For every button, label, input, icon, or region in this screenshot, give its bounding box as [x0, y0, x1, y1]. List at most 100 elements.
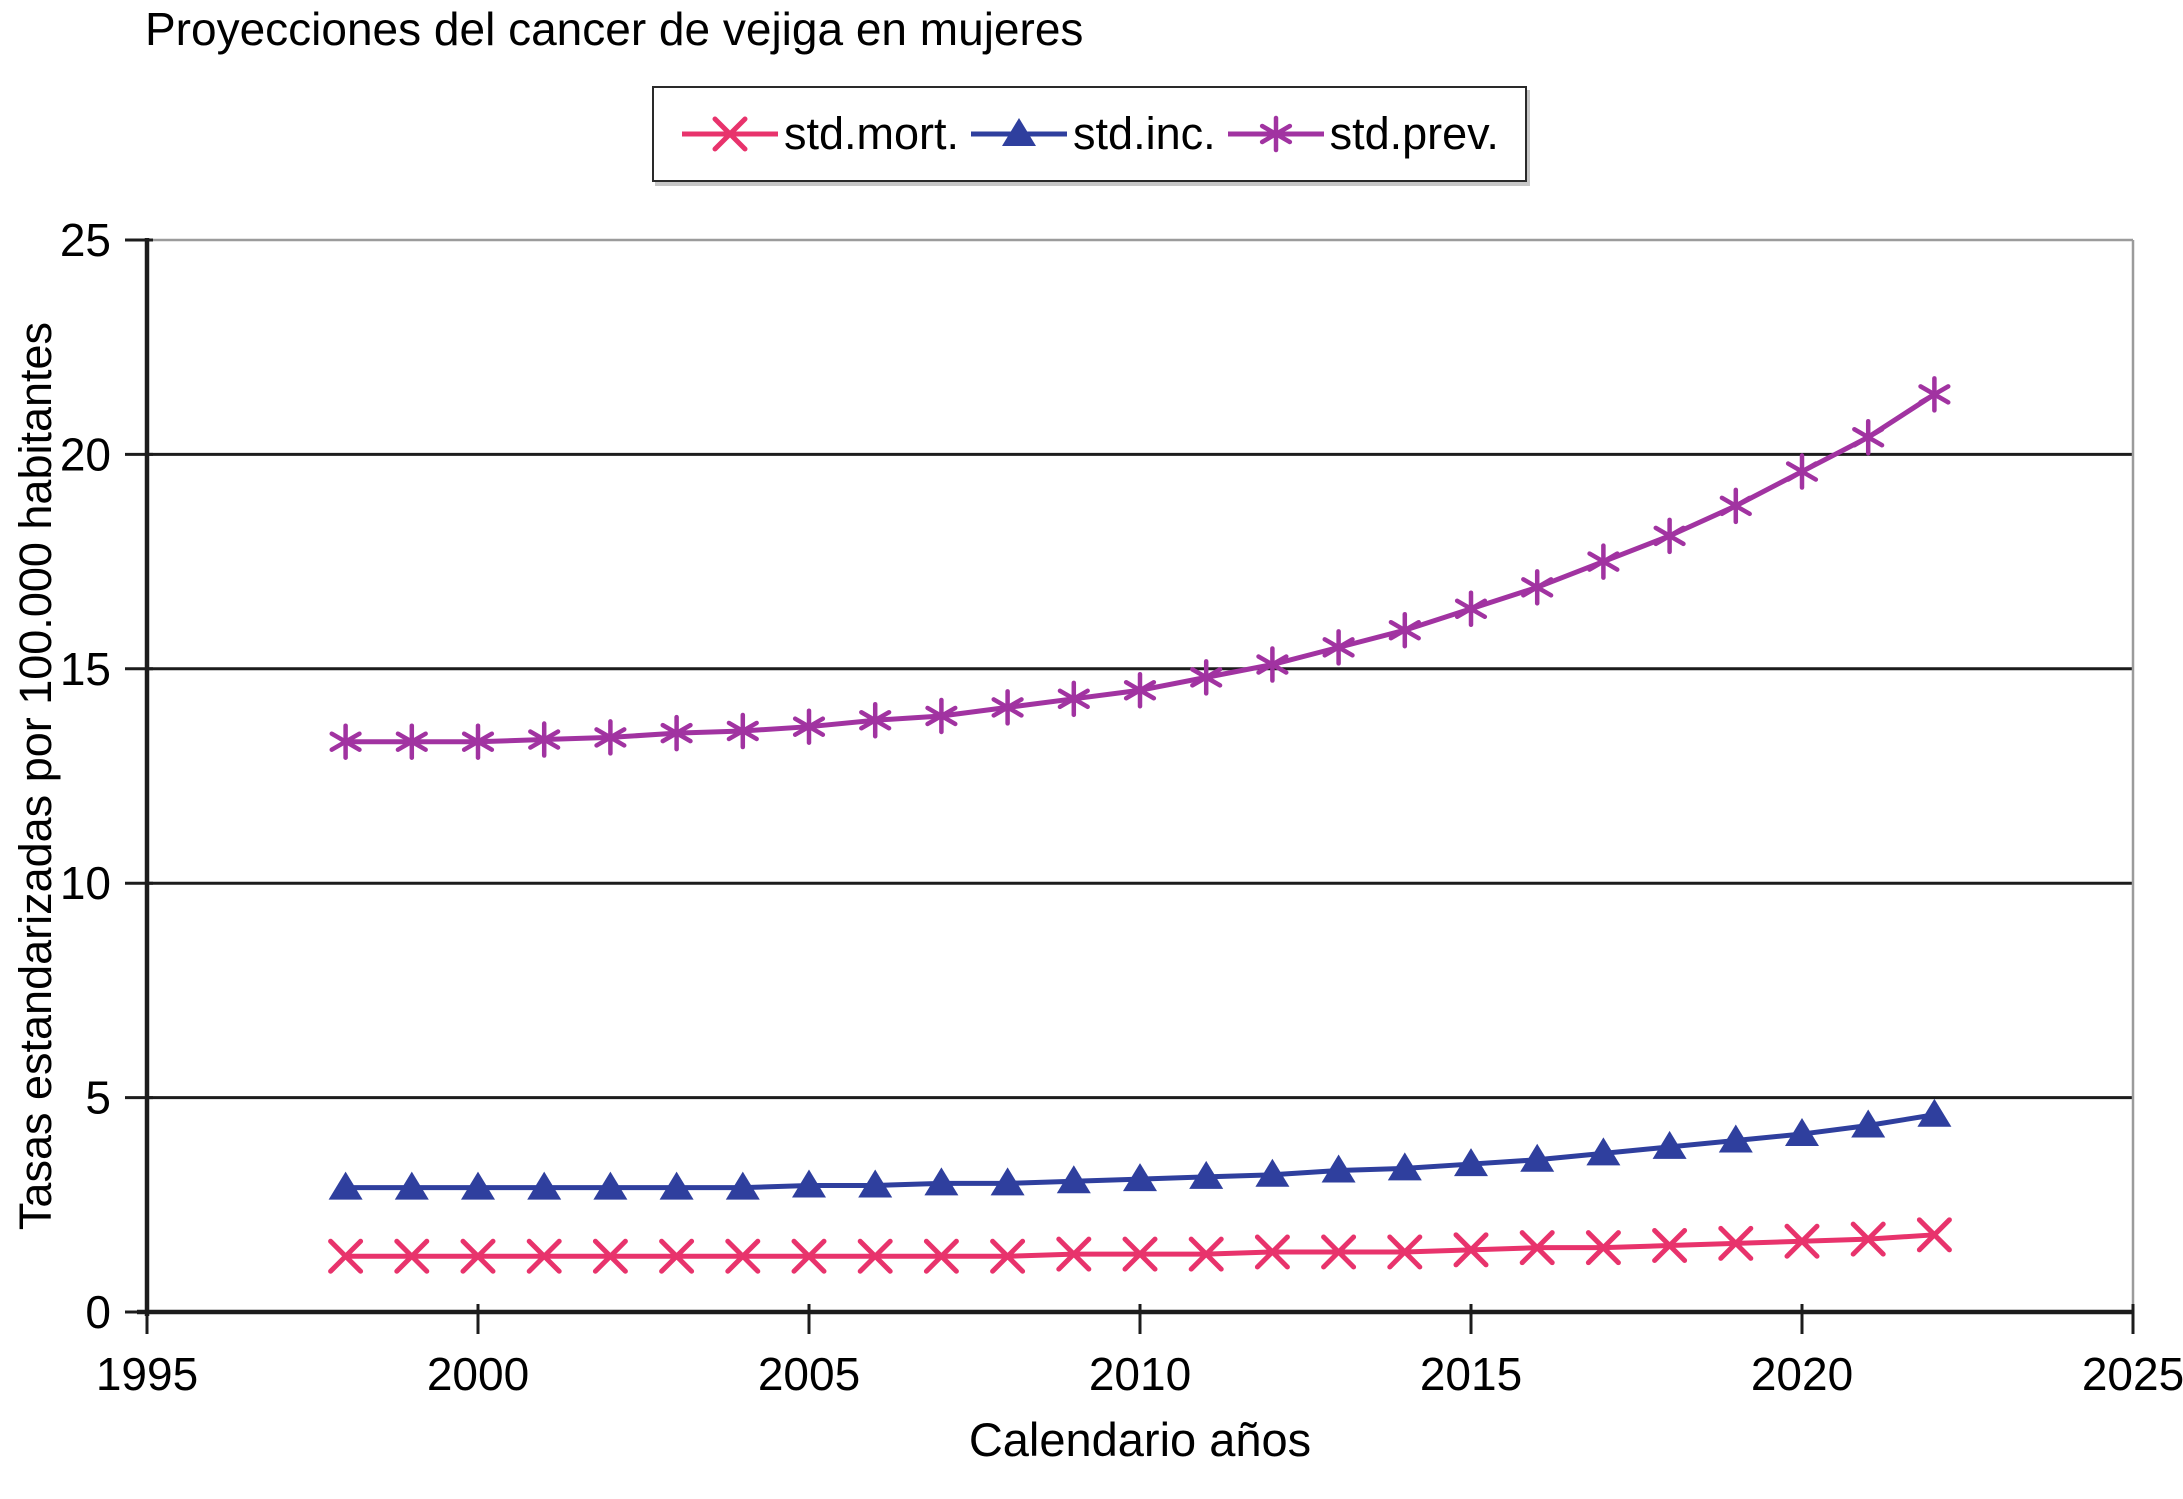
x-marker-icon: [725, 1238, 761, 1274]
asterisk-marker-icon: [1190, 667, 1223, 688]
x-marker-icon: [990, 1238, 1026, 1274]
triangle-marker-icon: [858, 1169, 893, 1198]
triangle-marker-icon: [1520, 1143, 1555, 1172]
x-tick-label: 2020: [1751, 1348, 1853, 1400]
asterisk-marker-icon: [1259, 123, 1292, 145]
asterisk-marker-icon: [1587, 551, 1620, 572]
legend-item-std-inc: std.inc.: [969, 106, 1216, 162]
x-tick-label: 2000: [427, 1348, 529, 1400]
asterisk-marker-icon: [528, 729, 561, 750]
triangle-marker-icon: [394, 1171, 429, 1200]
x-marker-icon: [791, 1238, 827, 1274]
triangle-marker-icon: [1586, 1137, 1621, 1166]
legend-item-std-prev: std.prev.: [1226, 106, 1499, 162]
asterisk-marker-icon: [461, 731, 495, 752]
x-marker-icon: [328, 1238, 364, 1274]
asterisk-marker-icon: [1918, 384, 1951, 405]
x-marker-icon: [923, 1238, 959, 1274]
triangle-marker-icon: [1387, 1152, 1422, 1181]
triangle-marker-icon: [1917, 1098, 1952, 1127]
series-std-inc: [328, 1098, 1952, 1200]
x-marker-icon: [712, 116, 748, 152]
asterisk-marker-icon: [859, 710, 892, 731]
x-axis-title: Calendario años: [968, 1413, 1312, 1466]
x-marker-icon: [1387, 1234, 1423, 1270]
triangle-marker-icon: [1056, 1165, 1091, 1194]
x-marker-icon: [857, 1238, 893, 1274]
asterisk-marker-icon: [329, 731, 362, 752]
triangle-marker-icon: [924, 1167, 959, 1196]
triangle-marker-icon: [659, 1171, 694, 1200]
asterisk-marker-icon: [660, 722, 693, 744]
asterisk-marker-icon: [1852, 426, 1885, 448]
x-tick-label: 2010: [1089, 1348, 1191, 1400]
triangle-marker-icon: [1454, 1148, 1488, 1177]
asterisk-marker-icon: [1719, 495, 1752, 517]
y-tick-label: 0: [85, 1286, 111, 1338]
asterisk-marker-icon: [1123, 679, 1157, 701]
asterisk-marker-icon: [726, 720, 759, 742]
triangle-marker-icon: [1321, 1154, 1356, 1183]
asterisk-marker-icon: [1785, 461, 1819, 482]
series-std-prev: [329, 376, 1951, 760]
x-tick-label: 2025: [2082, 1348, 2183, 1400]
x-marker-icon: [1188, 1236, 1224, 1272]
x-tick-label: 1995: [96, 1348, 198, 1400]
triangle-marker-icon: [990, 1167, 1025, 1196]
triangle-marker-icon: [1785, 1118, 1819, 1147]
asterisk-marker-icon: [594, 727, 627, 748]
triangle-marker-icon: [1002, 118, 1037, 146]
x-marker-icon: [1784, 1223, 1820, 1259]
asterisk-marker-icon: [991, 697, 1024, 718]
asterisk-marker-icon: [1322, 637, 1355, 658]
x-marker-icon: [1916, 1217, 1952, 1253]
legend: std.mort. std.inc. std.prev.: [652, 86, 1527, 182]
triangle-marker-icon: [1718, 1124, 1753, 1153]
x-marker-icon: [1652, 1228, 1688, 1264]
triangle-marker-icon: [1851, 1109, 1886, 1138]
chart-title: Proyecciones del cancer de vejiga en muj…: [145, 3, 1084, 55]
asterisk-marker-icon: [395, 731, 428, 752]
series-std-mort: [328, 1217, 1952, 1274]
legend-swatch-std-inc: [971, 118, 1068, 146]
asterisk-marker-icon: [1454, 598, 1488, 620]
triangle-marker-icon: [725, 1171, 760, 1200]
legend-label: std.mort.: [784, 108, 960, 159]
x-marker-icon: [1122, 1236, 1158, 1272]
legend-label: std.prev.: [1329, 108, 1499, 159]
x-marker-icon: [526, 1238, 562, 1274]
x-tick-label: 2005: [758, 1348, 860, 1400]
triangle-marker-icon: [792, 1169, 826, 1198]
legend-swatch-std-prev: [1227, 115, 1324, 153]
asterisk-marker-icon: [1521, 577, 1554, 598]
triangle-marker-icon: [1189, 1160, 1224, 1189]
triangle-marker-icon: [461, 1171, 495, 1200]
x-marker-icon: [1585, 1230, 1621, 1266]
x-marker-icon: [1254, 1234, 1290, 1270]
y-tick-label: 10: [60, 857, 111, 909]
y-tick-label: 5: [85, 1072, 111, 1124]
x-marker-icon: [1519, 1230, 1555, 1266]
x-marker-icon: [1056, 1236, 1092, 1272]
y-tick-label: 25: [60, 214, 111, 266]
x-tick-label: 2015: [1420, 1348, 1522, 1400]
asterisk-marker-icon: [925, 705, 958, 727]
asterisk-marker-icon: [1388, 619, 1421, 641]
x-marker-icon: [1321, 1234, 1357, 1270]
triangle-marker-icon: [1652, 1130, 1687, 1159]
y-tick-label: 20: [60, 428, 111, 480]
y-tick-label: 15: [60, 643, 111, 695]
triangle-marker-icon: [328, 1171, 363, 1200]
legend-swatch-std-mort: [682, 116, 778, 152]
legend-label: std.inc.: [1073, 108, 1216, 159]
x-marker-icon: [592, 1238, 628, 1274]
x-marker-icon: [460, 1238, 496, 1274]
triangle-marker-icon: [1255, 1158, 1290, 1187]
legend-item-std-mort: std.mort.: [680, 106, 959, 162]
triangle-marker-icon: [1123, 1163, 1157, 1192]
asterisk-marker-icon: [1653, 525, 1686, 547]
asterisk-marker-icon: [792, 716, 826, 737]
x-marker-icon: [1453, 1232, 1489, 1268]
